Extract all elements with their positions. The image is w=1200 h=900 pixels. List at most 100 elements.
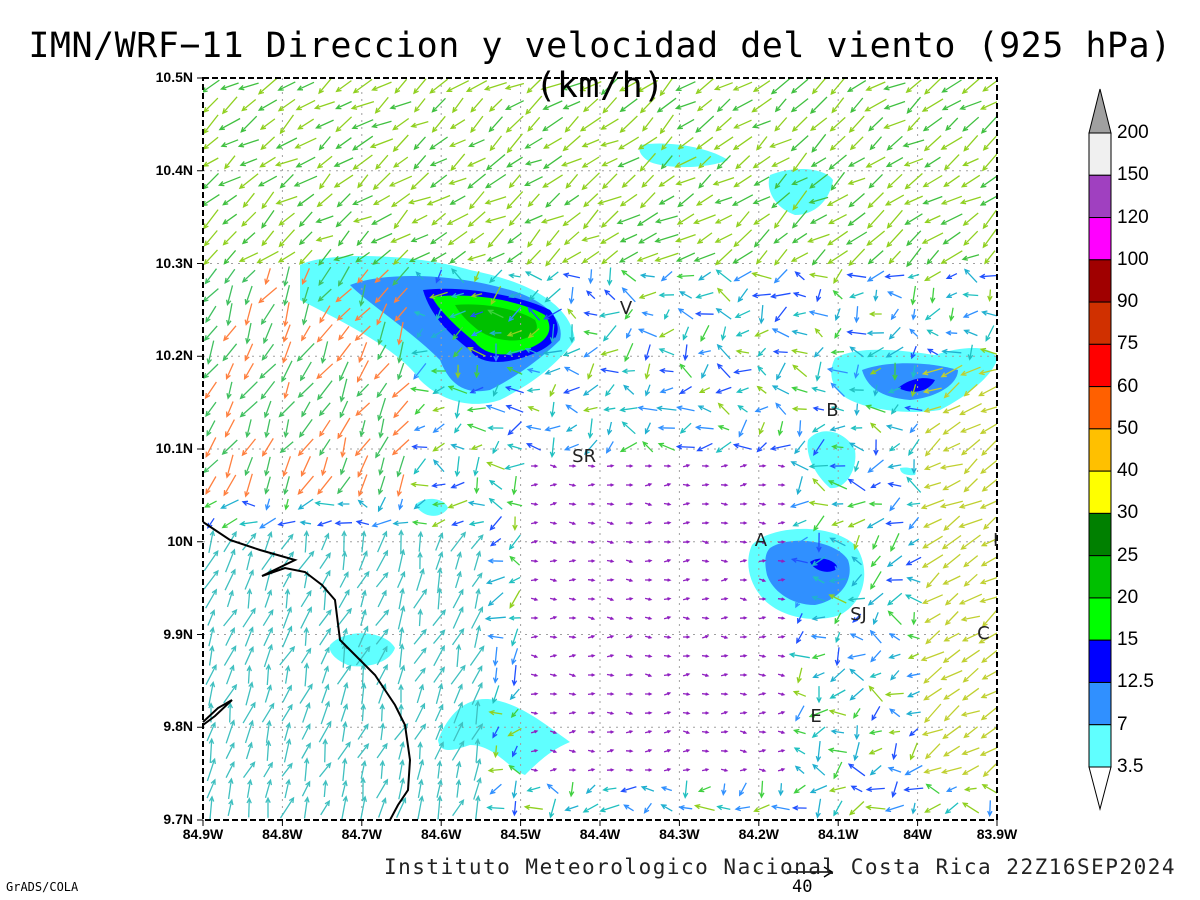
wind-arrow — [979, 423, 997, 435]
wind-arrow — [433, 629, 446, 645]
wind-arrow — [963, 383, 978, 397]
wind-arrow — [300, 456, 311, 478]
wind-arrow — [720, 597, 729, 601]
colorbar-level-label: 7 — [1117, 713, 1128, 735]
wind-arrow — [429, 174, 448, 188]
wind-arrow — [277, 81, 296, 91]
wind-arrow — [790, 252, 809, 262]
wind-arrow — [284, 498, 290, 511]
y-tick-label: 10.4N — [155, 161, 193, 178]
wind-arrow — [853, 708, 861, 719]
wind-arrow — [739, 616, 748, 620]
wind-arrow — [682, 540, 691, 544]
wind-arrow — [475, 794, 481, 820]
wind-arrow — [813, 515, 825, 532]
wind-arrow — [587, 597, 596, 601]
wind-arrow — [283, 738, 292, 763]
wind-arrow — [208, 529, 216, 554]
wind-arrow — [359, 420, 366, 438]
colorbar-swatch — [1088, 259, 1112, 303]
wind-arrow — [808, 310, 829, 317]
wind-arrow — [675, 177, 696, 186]
colorbar-swatch — [1088, 681, 1112, 726]
wind-arrow — [279, 645, 296, 666]
wind-arrow — [360, 589, 367, 608]
wind-arrow — [940, 364, 963, 378]
wind-arrow — [417, 530, 424, 552]
speed-contour-12-5-ne — [898, 378, 935, 392]
wind-arrow — [872, 535, 880, 550]
wind-arrow — [335, 100, 352, 110]
wind-arrow — [391, 439, 410, 456]
wind-arrow — [618, 251, 639, 263]
wind-arrow — [682, 780, 689, 799]
wind-arrow — [849, 292, 864, 299]
wind-arrow — [394, 78, 408, 94]
wind-arrow — [549, 437, 556, 458]
wind-arrow — [815, 361, 822, 382]
wind-arrow — [771, 192, 791, 209]
wind-arrow — [790, 78, 809, 94]
wind-arrow — [923, 666, 943, 684]
wind-arrow — [530, 521, 539, 525]
wind-arrow — [452, 326, 464, 341]
wind-arrow — [298, 249, 313, 265]
wind-arrow — [453, 683, 463, 704]
wind-arrow — [549, 730, 558, 734]
wind-arrow — [887, 463, 902, 470]
wind-arrow — [341, 779, 348, 797]
wind-arrow — [245, 681, 254, 706]
wind-arrow — [923, 462, 941, 471]
wind-arrow — [278, 401, 295, 418]
wind-arrow — [885, 424, 903, 431]
wind-arrow — [526, 249, 542, 265]
colorbar-swatch — [1088, 512, 1112, 557]
wind-arrow — [871, 705, 881, 721]
wind-arrow — [755, 250, 768, 265]
wind-arrow — [796, 420, 803, 438]
wind-arrow — [777, 654, 786, 658]
wind-arrow — [394, 306, 408, 322]
wind-arrow — [563, 194, 580, 206]
wind-arrow — [675, 444, 695, 450]
wind-arrow — [436, 587, 443, 610]
colorbar-swatch — [1088, 639, 1112, 683]
wind-arrow — [982, 228, 997, 249]
wind-arrow — [450, 481, 465, 489]
wind-arrow — [939, 500, 963, 509]
wind-arrow — [398, 759, 405, 780]
wind-arrow — [336, 193, 351, 208]
wind-arrow — [375, 609, 390, 627]
wind-arrow — [758, 654, 767, 658]
wind-arrow — [701, 578, 710, 582]
wind-arrow — [698, 271, 712, 281]
wind-arrow — [581, 235, 600, 242]
wind-arrow — [644, 483, 653, 487]
wind-arrow — [454, 570, 462, 589]
colorbar — [1088, 88, 1112, 811]
wind-arrow — [847, 763, 866, 777]
wind-arrow — [223, 645, 237, 666]
wind-arrow — [568, 673, 577, 677]
wind-arrow — [333, 157, 354, 167]
wind-arrow — [341, 795, 349, 820]
wind-arrow — [301, 401, 311, 418]
wind-arrow — [618, 80, 639, 92]
wind-arrow — [923, 405, 942, 413]
wind-arrow — [263, 626, 273, 647]
wind-arrow — [777, 635, 786, 639]
wind-arrow — [720, 483, 729, 487]
wind-arrow — [560, 82, 582, 91]
x-tick-label: 84.7W — [341, 826, 383, 842]
wind-arrow — [816, 532, 822, 553]
wind-arrow — [945, 786, 957, 792]
wind-arrow — [658, 348, 675, 356]
wind-arrow — [682, 344, 689, 362]
wind-arrow — [846, 329, 867, 336]
wind-arrow — [619, 115, 638, 134]
wind-arrow — [929, 287, 936, 304]
wind-arrow — [701, 768, 710, 772]
wind-arrow — [884, 194, 905, 206]
wind-arrow — [581, 172, 600, 191]
